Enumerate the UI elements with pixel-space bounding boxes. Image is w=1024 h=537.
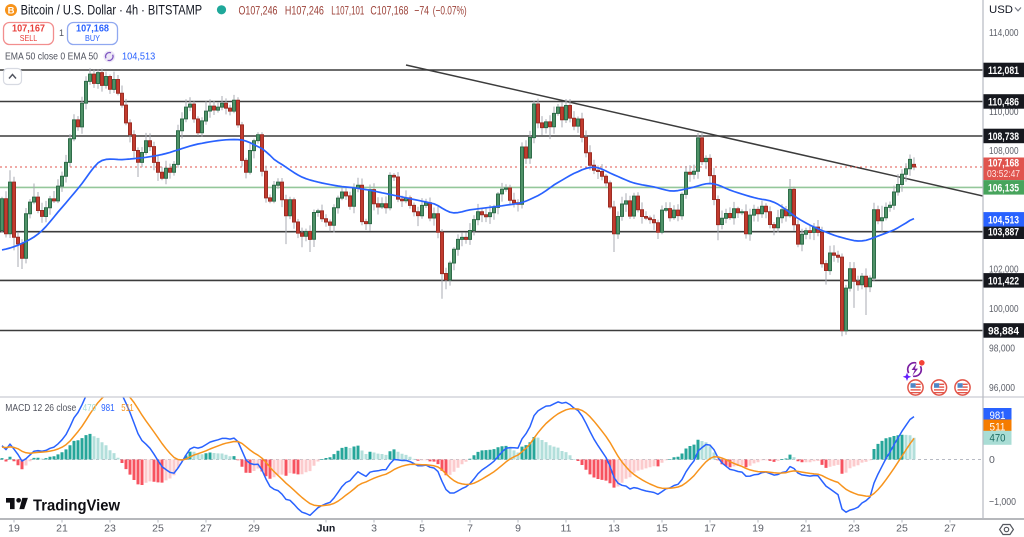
svg-text:110,486: 110,486 [988, 96, 1019, 108]
svg-text:21: 21 [56, 523, 68, 535]
svg-text:TradingView: TradingView [33, 498, 121, 515]
svg-text:−1,000: −1,000 [989, 496, 1016, 508]
svg-text:98,884: 98,884 [988, 325, 1020, 337]
svg-text:9: 9 [515, 523, 521, 535]
svg-text:107,167: 107,167 [12, 23, 45, 35]
svg-text:27: 27 [944, 523, 956, 535]
svg-text:BUY: BUY [85, 34, 101, 43]
svg-text:100,000: 100,000 [989, 303, 1019, 315]
svg-text:470: 470 [990, 433, 1006, 445]
svg-text:27: 27 [200, 523, 212, 535]
svg-text:23: 23 [848, 523, 860, 535]
svg-text:101,422: 101,422 [988, 275, 1019, 287]
svg-text:Bitcoin / U.S. Dollar · 4h · B: Bitcoin / U.S. Dollar · 4h · BITSTAMP [21, 3, 203, 18]
svg-text:0: 0 [989, 454, 995, 466]
svg-text:106,135: 106,135 [988, 182, 1019, 194]
svg-text:19: 19 [8, 523, 20, 535]
svg-text:EMA 50 close 0 EMA 50: EMA 50 close 0 EMA 50 [5, 51, 98, 63]
svg-text:108,738: 108,738 [988, 131, 1019, 143]
svg-text:19: 19 [752, 523, 764, 535]
svg-text:511: 511 [990, 421, 1006, 433]
svg-text:L107,101: L107,101 [331, 4, 364, 18]
svg-text:21: 21 [800, 523, 812, 535]
svg-text:981: 981 [990, 410, 1006, 422]
svg-text:13: 13 [608, 523, 620, 535]
svg-text:98,000: 98,000 [989, 343, 1015, 355]
svg-text:3: 3 [371, 523, 377, 535]
svg-text:107,168: 107,168 [988, 158, 1019, 170]
svg-text:23: 23 [104, 523, 116, 535]
svg-text:15: 15 [656, 523, 668, 535]
svg-text:MACD 12 26 close: MACD 12 26 close [5, 402, 76, 414]
svg-text:C107,168: C107,168 [370, 4, 408, 18]
svg-text:25: 25 [152, 523, 164, 535]
svg-text:102,000: 102,000 [989, 264, 1019, 276]
svg-text:O107,246: O107,246 [239, 4, 278, 18]
svg-text:03:52:47: 03:52:47 [987, 169, 1020, 180]
svg-text:110,000: 110,000 [989, 106, 1019, 118]
svg-text:104,513: 104,513 [988, 214, 1019, 226]
svg-text:(−0.07%): (−0.07%) [433, 4, 467, 18]
svg-text:108,000: 108,000 [989, 145, 1019, 157]
svg-text:Jun: Jun [317, 523, 336, 535]
svg-text:470: 470 [83, 402, 97, 414]
svg-text:114,000: 114,000 [989, 27, 1019, 39]
svg-text:1: 1 [59, 28, 64, 38]
svg-text:5: 5 [419, 523, 425, 535]
svg-text:29: 29 [248, 523, 260, 535]
svg-text:981: 981 [101, 402, 115, 414]
svg-text:96,000: 96,000 [989, 382, 1015, 394]
svg-text:B: B [8, 5, 15, 16]
svg-text:H107,246: H107,246 [285, 4, 324, 18]
svg-text:25: 25 [896, 523, 908, 535]
svg-text:SELL: SELL [20, 34, 38, 43]
svg-text:104,513: 104,513 [122, 51, 155, 63]
svg-text:17: 17 [704, 523, 716, 535]
svg-text:112,081: 112,081 [988, 65, 1019, 77]
svg-text:103,887: 103,887 [988, 227, 1019, 239]
svg-text:7: 7 [467, 523, 473, 535]
svg-text:11: 11 [561, 523, 572, 535]
svg-text:511: 511 [121, 402, 134, 414]
svg-text:−74: −74 [414, 4, 429, 18]
svg-text:USD: USD [989, 4, 1013, 16]
svg-text:107,168: 107,168 [76, 23, 109, 35]
